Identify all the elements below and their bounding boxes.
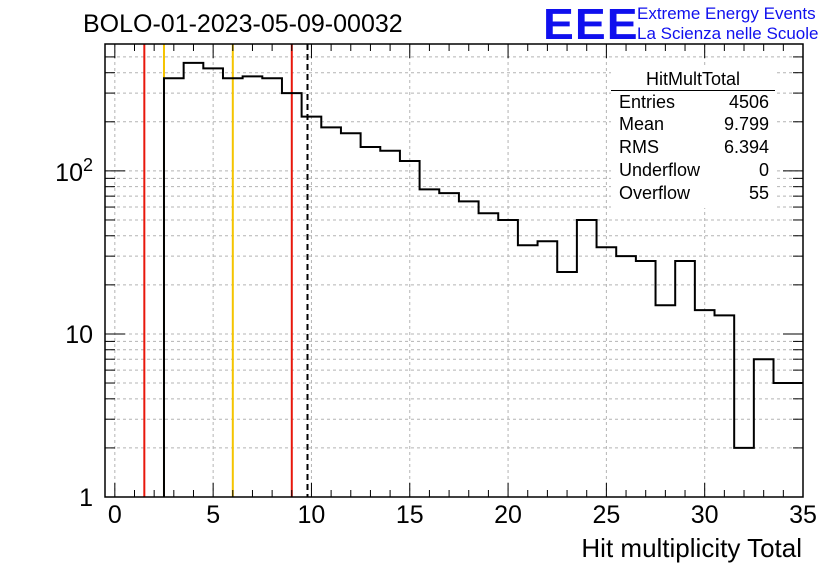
y-tick-label: 10: [65, 321, 93, 349]
x-tick-label: 30: [691, 501, 719, 529]
reference-lines: [143, 44, 309, 497]
stats-row-entries: Entries 4506: [619, 92, 769, 114]
histogram-outline: [162, 61, 803, 497]
stats-row-overflow: Overflow 55: [619, 183, 769, 205]
eee-logo: EEE: [543, 0, 639, 49]
stats-label: Entries: [619, 92, 676, 112]
logo-subtitle-line2: La Scienza nelle Scuole: [637, 24, 819, 43]
logo-subtitle-line1: Extreme Energy Events: [637, 4, 816, 23]
stats-value: 9.799: [723, 114, 769, 134]
plot-frame: [104, 43, 804, 498]
stats-divider: [611, 90, 775, 91]
x-tick-label: 5: [206, 501, 220, 529]
y-tick-label: 1: [79, 484, 93, 512]
stats-label: Underflow: [619, 160, 701, 180]
run-title: BOLO-01-2023-05-09-00032: [83, 10, 403, 38]
stats-title: HitMultTotal: [645, 69, 741, 89]
tick-labels: 0 5 10 15 20 25 30 35 1 10 102: [55, 155, 817, 529]
x-tick-label: 10: [298, 501, 326, 529]
stats-label: Mean: [619, 114, 665, 134]
stats-value: 4506: [728, 92, 769, 112]
x-tick-label: 35: [789, 501, 817, 529]
x-tick-label: 20: [494, 501, 522, 529]
grid-lines: [105, 44, 803, 497]
x-tick-label: 0: [108, 501, 122, 529]
stats-label: RMS: [619, 137, 659, 157]
stats-label: Overflow: [619, 183, 691, 203]
stats-row-rms: RMS 6.394: [619, 137, 769, 159]
stats-box: HitMultTotal Entries 4506 Mean 9.799 RMS…: [611, 68, 775, 208]
axis-ticks: [105, 43, 804, 498]
stats-value: 6.394: [723, 137, 769, 157]
stats-value: 55: [748, 183, 769, 203]
x-tick-label: 25: [592, 501, 620, 529]
x-tick-label: 15: [396, 501, 424, 529]
stats-row-underflow: Underflow 0: [619, 160, 769, 182]
y-tick-label: 102: [55, 155, 93, 187]
x-axis-label: Hit multiplicity Total: [581, 533, 802, 563]
stats-row-mean: Mean 9.799: [619, 114, 769, 136]
histogram-series: [162, 61, 803, 497]
stats-value: 0: [758, 160, 769, 180]
